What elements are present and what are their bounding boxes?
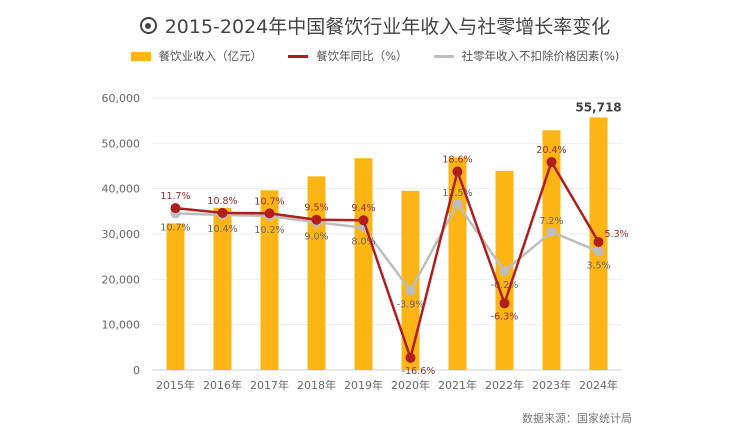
bar bbox=[213, 207, 232, 370]
x-tick-label: 2020年 bbox=[391, 378, 430, 392]
bar bbox=[401, 190, 420, 370]
title-text: 2015-2024年中国餐饮行业年收入与社零增长率变化 bbox=[164, 16, 611, 38]
legend-label: 社零年收入不扣除价格因素(%) bbox=[461, 49, 620, 63]
legend-swatch bbox=[288, 54, 309, 58]
data-label: 9.5% bbox=[304, 203, 328, 214]
data-point bbox=[358, 215, 369, 226]
legend-swatch bbox=[130, 51, 151, 61]
data-point bbox=[452, 166, 463, 177]
bar bbox=[354, 158, 373, 370]
data-label: 10.4% bbox=[207, 224, 237, 235]
bar bbox=[307, 176, 326, 370]
x-tick-label: 2018年 bbox=[297, 378, 336, 392]
data-point bbox=[311, 214, 322, 225]
data-point bbox=[405, 285, 416, 296]
data-label: 20.4% bbox=[536, 145, 566, 156]
data-label: 9.0% bbox=[304, 231, 328, 242]
x-tick-label: 2021年 bbox=[438, 378, 477, 392]
bar-value-label: 55,718 bbox=[575, 100, 621, 114]
y-tick-label: 10,000 bbox=[102, 319, 141, 332]
data-point bbox=[593, 236, 604, 247]
data-label: 10.7% bbox=[160, 222, 190, 233]
data-point bbox=[170, 203, 181, 214]
data-label: 10.2% bbox=[254, 225, 284, 236]
legend-label: 餐饮业收入（亿元） bbox=[158, 49, 263, 63]
y-tick-label: 30,000 bbox=[102, 228, 141, 241]
data-label: -0.2% bbox=[491, 280, 519, 291]
y-tick-label: 50,000 bbox=[102, 137, 141, 150]
data-point bbox=[499, 266, 510, 277]
data-label: 8.0% bbox=[351, 237, 375, 248]
data-point bbox=[405, 352, 416, 363]
data-label: 3.5% bbox=[586, 260, 610, 271]
bar bbox=[166, 223, 185, 370]
data-label: 7.2% bbox=[539, 216, 563, 227]
data-point bbox=[499, 298, 510, 309]
bar bbox=[260, 190, 279, 370]
data-label: 12.5% bbox=[442, 188, 472, 199]
x-tick-label: 2019年 bbox=[344, 378, 383, 392]
data-point bbox=[546, 157, 557, 168]
y-tick-label: 40,000 bbox=[102, 183, 141, 196]
data-label: -6.3% bbox=[491, 311, 519, 322]
data-label: 9.4% bbox=[351, 203, 375, 214]
x-tick-label: 2016年 bbox=[203, 378, 242, 392]
x-tick-label: 2015年 bbox=[156, 378, 195, 392]
data-point bbox=[546, 226, 557, 237]
legend-label: 餐饮年同比（%） bbox=[316, 49, 408, 63]
data-label: 11.7% bbox=[160, 191, 190, 202]
legend-item-retail: 社零年收入不扣除价格因素(%) bbox=[433, 48, 620, 64]
data-label: 18.6% bbox=[442, 155, 472, 166]
data-label: 10.7% bbox=[254, 196, 284, 207]
legend-swatch bbox=[433, 54, 454, 58]
chart-title: 2015-2024年中国餐饮行业年收入与社零增长率变化 bbox=[0, 12, 750, 39]
data-point bbox=[217, 207, 228, 218]
source-note: 数据来源：国家统计局 bbox=[522, 412, 632, 425]
y-tick-label: 60,000 bbox=[102, 92, 141, 105]
x-tick-label: 2024年 bbox=[579, 378, 618, 392]
data-point bbox=[593, 246, 604, 257]
data-label: -3.9% bbox=[397, 300, 425, 311]
legend: 餐饮业收入（亿元） 餐饮年同比（%） 社零年收入不扣除价格因素(%) bbox=[0, 48, 750, 64]
bar bbox=[542, 130, 561, 370]
series-line-1 bbox=[175, 159, 600, 363]
data-label: 10.8% bbox=[207, 196, 237, 207]
x-tick-label: 2017年 bbox=[250, 378, 289, 392]
y-tick-label: 20,000 bbox=[102, 273, 141, 286]
legend-item-revenue: 餐饮业收入（亿元） bbox=[130, 48, 263, 64]
legend-item-yoy: 餐饮年同比（%） bbox=[288, 48, 408, 64]
data-point bbox=[452, 198, 463, 209]
data-label: -16.6% bbox=[402, 366, 436, 377]
data-point bbox=[264, 208, 275, 219]
data-label: 5.3% bbox=[605, 229, 629, 240]
target-icon bbox=[139, 17, 157, 34]
series-line-2 bbox=[175, 201, 599, 293]
x-tick-label: 2023年 bbox=[532, 378, 571, 392]
y-tick-label: 0 bbox=[133, 364, 140, 377]
x-tick-label: 2022年 bbox=[485, 378, 524, 392]
